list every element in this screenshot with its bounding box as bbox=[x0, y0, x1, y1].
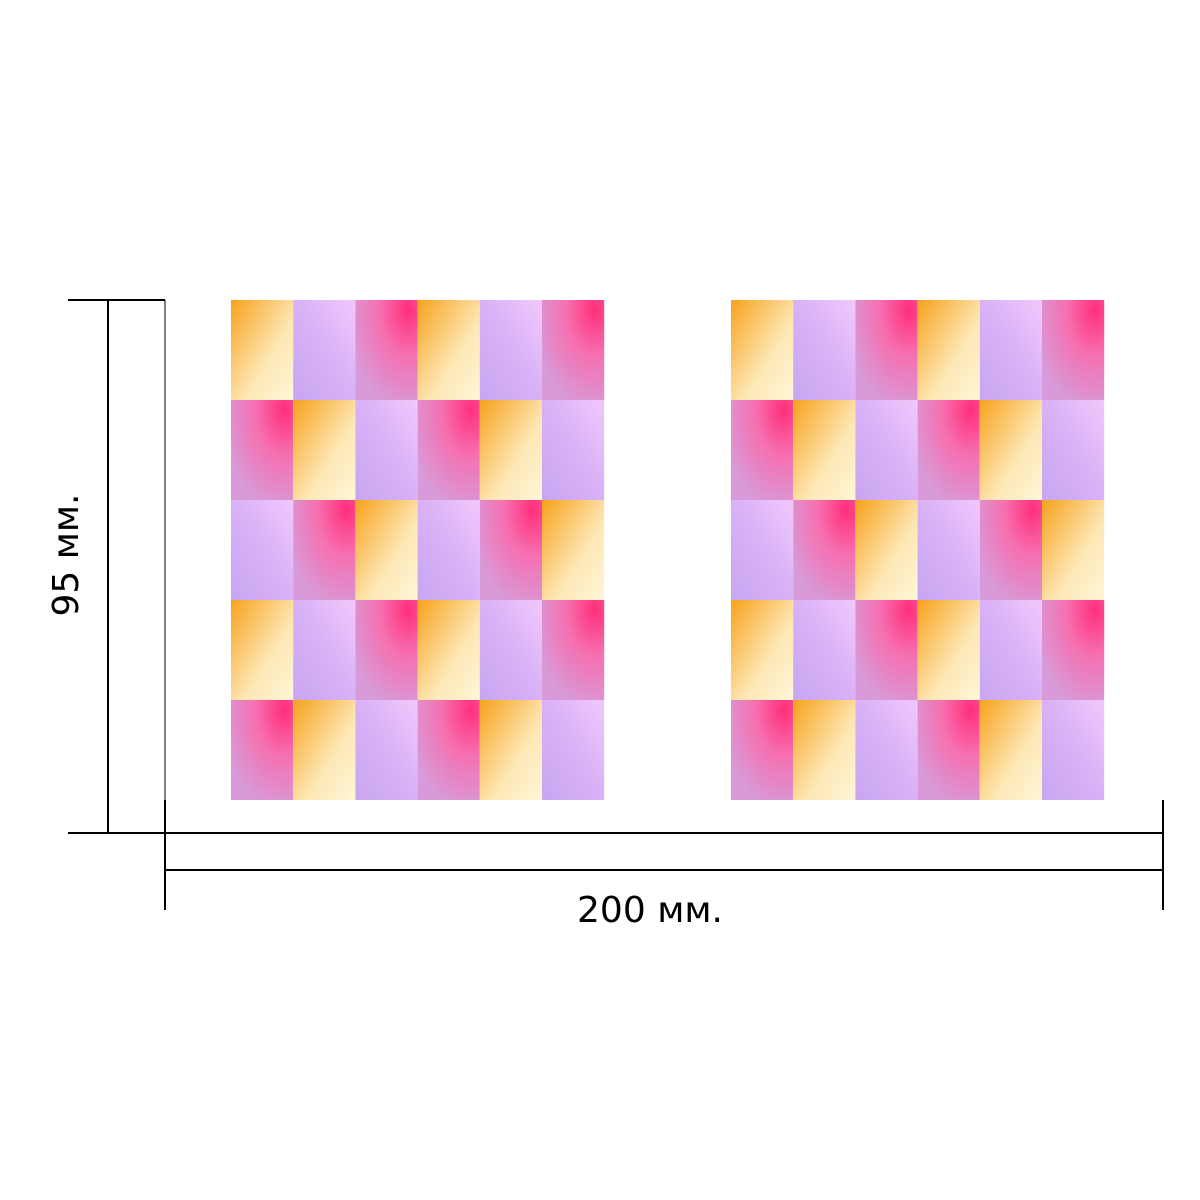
tile bbox=[979, 300, 1042, 400]
width-label: 200 мм. bbox=[577, 890, 723, 931]
tile bbox=[855, 700, 918, 800]
tile bbox=[855, 400, 918, 500]
tile bbox=[293, 600, 356, 700]
tile bbox=[793, 500, 856, 600]
tile bbox=[479, 300, 542, 400]
tile bbox=[731, 500, 794, 600]
tile bbox=[355, 300, 418, 400]
tile bbox=[417, 300, 480, 400]
tile bbox=[293, 700, 356, 800]
tile bbox=[479, 600, 542, 700]
tile bbox=[293, 400, 356, 500]
tile bbox=[293, 300, 356, 400]
tile bbox=[542, 600, 605, 700]
tile bbox=[355, 400, 418, 500]
tile bbox=[917, 600, 980, 700]
tile bbox=[793, 700, 856, 800]
tile bbox=[1042, 400, 1105, 500]
tile bbox=[1042, 500, 1105, 600]
tile bbox=[793, 600, 856, 700]
tile bbox=[793, 400, 856, 500]
tile bbox=[1042, 700, 1105, 800]
tile bbox=[479, 500, 542, 600]
tile bbox=[979, 600, 1042, 700]
tile bbox=[355, 500, 418, 600]
tile bbox=[231, 700, 294, 800]
tile bbox=[979, 400, 1042, 500]
tile bbox=[855, 300, 918, 400]
tile bbox=[542, 400, 605, 500]
tile bbox=[1042, 300, 1105, 400]
tile-panels bbox=[231, 300, 1105, 800]
tile bbox=[979, 500, 1042, 600]
tile bbox=[417, 600, 480, 700]
width-dimension: 200 мм. bbox=[164, 800, 1164, 931]
tile bbox=[293, 500, 356, 600]
tile bbox=[417, 700, 480, 800]
tile bbox=[855, 500, 918, 600]
tile bbox=[731, 400, 794, 500]
tile bbox=[1042, 600, 1105, 700]
tile bbox=[855, 600, 918, 700]
tile bbox=[542, 500, 605, 600]
tile bbox=[542, 300, 605, 400]
tile bbox=[542, 700, 605, 800]
tile bbox=[917, 700, 980, 800]
tile bbox=[417, 500, 480, 600]
tile bbox=[355, 600, 418, 700]
tile bbox=[479, 400, 542, 500]
tile bbox=[979, 700, 1042, 800]
tile bbox=[355, 700, 418, 800]
tile bbox=[417, 400, 480, 500]
tile bbox=[917, 400, 980, 500]
tile bbox=[917, 500, 980, 600]
tile bbox=[479, 700, 542, 800]
tile bbox=[731, 300, 794, 400]
tile bbox=[231, 400, 294, 500]
tile bbox=[793, 300, 856, 400]
tile bbox=[731, 700, 794, 800]
tile bbox=[917, 300, 980, 400]
height-dimension: 95 мм. bbox=[46, 299, 166, 834]
height-label: 95 мм. bbox=[46, 493, 87, 616]
tile bbox=[231, 500, 294, 600]
tile bbox=[231, 600, 294, 700]
tile bbox=[231, 300, 294, 400]
tile bbox=[731, 600, 794, 700]
